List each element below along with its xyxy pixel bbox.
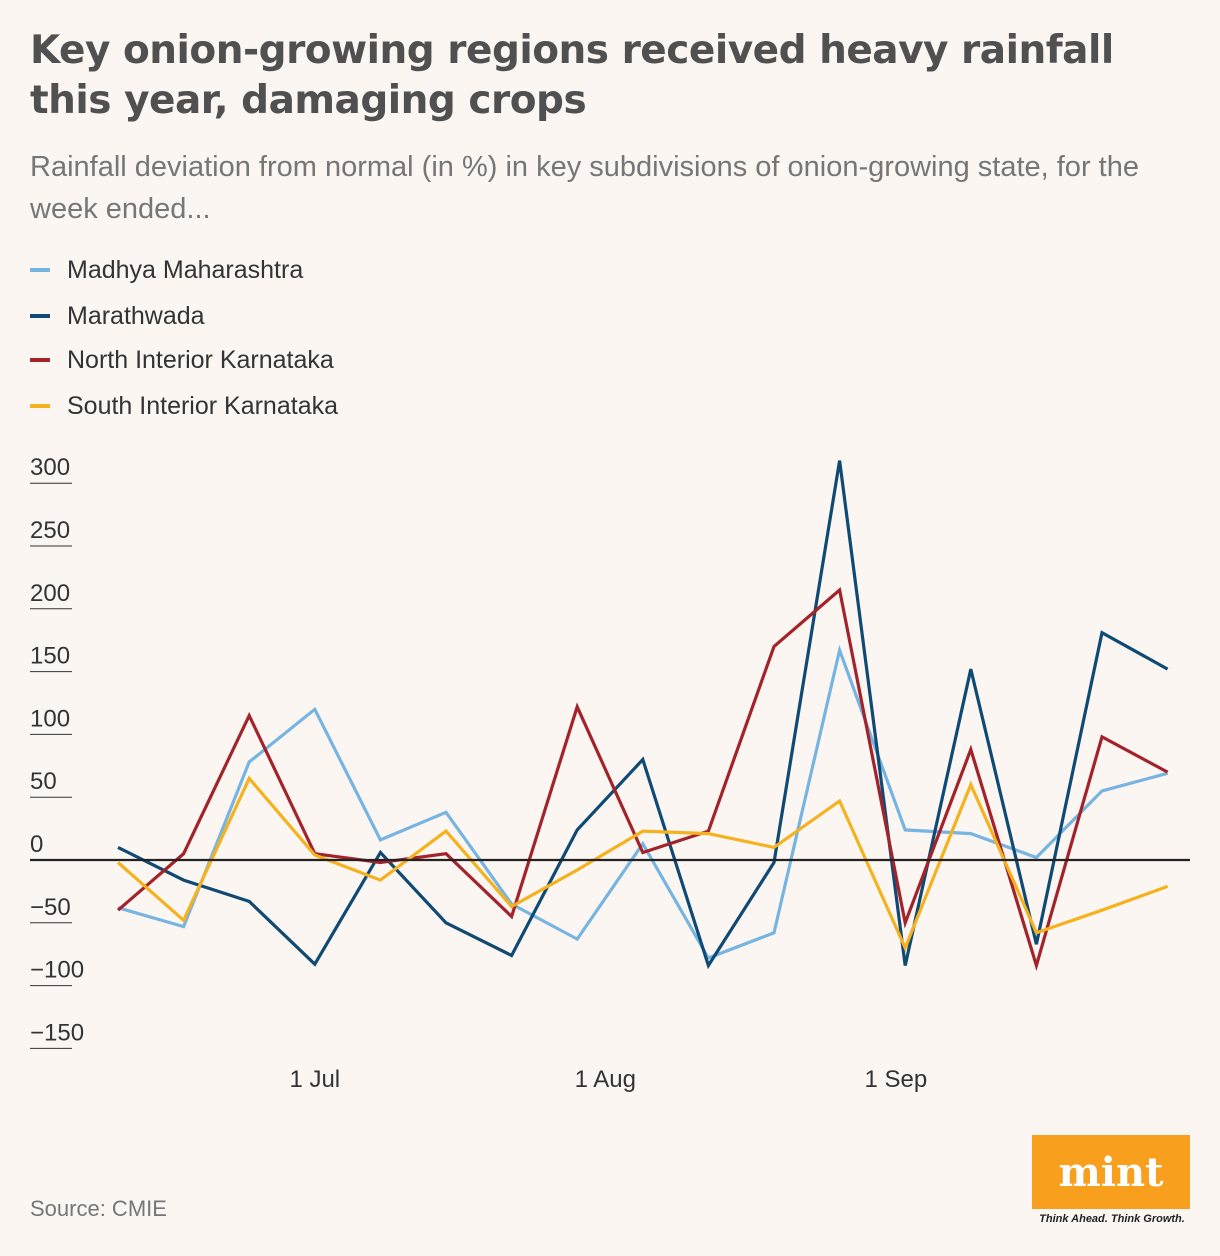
legend-item-south-interior-karnataka: South Interior Karnataka: [30, 388, 338, 424]
legend-label: Madhya Maharashtra: [67, 255, 304, 284]
legend-item-north-interior-karnataka: North Interior Karnataka: [30, 342, 334, 378]
legend-swatch: [30, 268, 50, 272]
chart-title: Key onion-growing regions received heavy…: [30, 28, 1114, 123]
series-line: [117, 460, 1169, 970]
legend-item-madhya-maharashtra: Madhya Maharashtra: [30, 252, 303, 288]
y-tick-label: −50: [30, 894, 71, 921]
series-line: [116, 775, 1169, 952]
legend-swatch: [30, 404, 50, 408]
y-tick-label: 200: [30, 580, 70, 607]
legend-swatch: [30, 358, 50, 362]
x-tick-label: 1 Jul: [289, 1066, 340, 1093]
y-tick-label: 250: [30, 517, 70, 544]
legend-label: Marathwada: [67, 301, 205, 330]
x-tick-label: 1 Sep: [864, 1066, 927, 1093]
y-tick-label: 0: [30, 831, 43, 858]
y-tick-label: 300: [30, 454, 70, 481]
legend-label: North Interior Karnataka: [67, 345, 334, 374]
chart-subtitle: Rainfall deviation from normal (in %) in…: [30, 151, 1139, 225]
y-tick-label: 150: [30, 643, 70, 670]
series-line: [116, 586, 1169, 972]
y-tick-label: 50: [30, 768, 57, 795]
line-chart: 300 250 200 150 100 50 0 −50 −100 −150 1 Jul 1 Aug 1…: [30, 454, 1190, 1093]
logo-tagline: Think Ahead. Think Growth.: [1039, 1213, 1185, 1225]
legend-swatch: [30, 314, 50, 318]
legend-item-marathwada: Marathwada: [30, 298, 205, 334]
mint-logo: mint: [1032, 1135, 1190, 1209]
legend-label: South Interior Karnataka: [67, 391, 338, 420]
y-tick-label: −100: [30, 957, 84, 984]
y-tick-label: 100: [30, 705, 70, 732]
source-note: Source: CMIE: [30, 1196, 167, 1221]
y-tick-label: −150: [30, 1019, 84, 1046]
x-tick-label: 1 Aug: [575, 1066, 636, 1093]
series-line: [117, 644, 1169, 960]
